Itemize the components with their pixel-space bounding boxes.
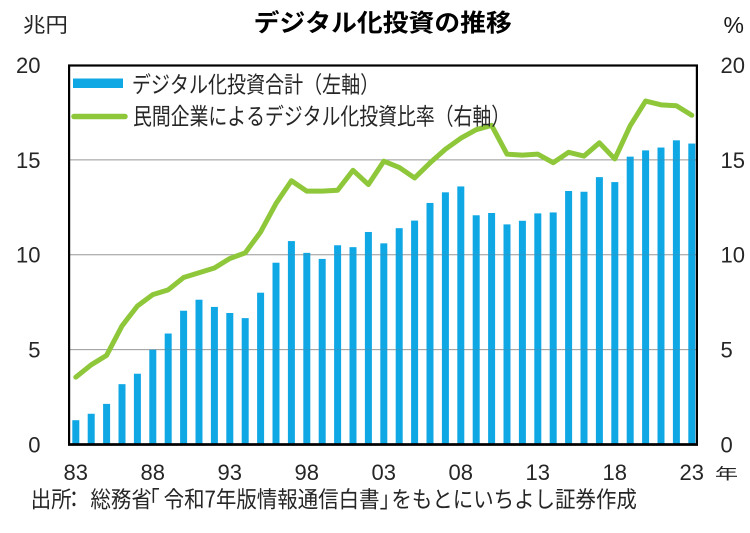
svg-text:15: 15	[721, 148, 745, 173]
svg-text:03: 03	[372, 460, 396, 485]
svg-text:08: 08	[449, 460, 473, 485]
svg-text:18: 18	[603, 460, 627, 485]
svg-text:23: 23	[680, 460, 704, 485]
svg-text:5: 5	[28, 338, 40, 363]
svg-text:0: 0	[721, 432, 733, 457]
svg-text:88: 88	[141, 460, 165, 485]
svg-text:83: 83	[64, 460, 88, 485]
svg-text:15: 15	[16, 148, 40, 173]
svg-text:5: 5	[721, 338, 733, 363]
svg-text:10: 10	[721, 243, 745, 268]
svg-text:0: 0	[28, 432, 40, 457]
svg-text:10: 10	[16, 243, 40, 268]
svg-text:98: 98	[295, 460, 319, 485]
svg-text:%: %	[724, 12, 744, 38]
svg-text:20: 20	[16, 53, 40, 78]
svg-text:20: 20	[721, 53, 745, 78]
svg-text:13: 13	[526, 460, 550, 485]
svg-text:93: 93	[218, 460, 242, 485]
